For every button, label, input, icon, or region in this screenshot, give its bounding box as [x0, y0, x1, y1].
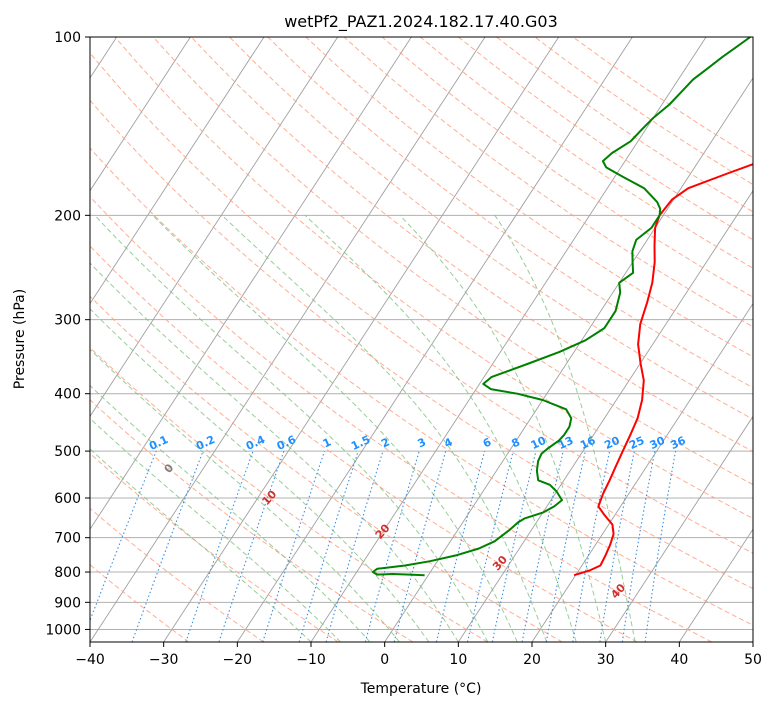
- mixing-ratio-label: 20: [602, 434, 622, 452]
- dry-adiabats: [90, 37, 753, 642]
- moist-adiabat-line: [304, 214, 577, 642]
- axis-ticks: −40 −30 −20 −10 0 10 20 30 40 50 100 200 300 400 500 60…: [45, 30, 762, 668]
- x-tick-label: 30: [597, 652, 615, 668]
- plot-area: 0.10.20.40.611.52346810131620253036-100-…: [90, 37, 753, 642]
- dry-adiabat-line: [90, 195, 712, 642]
- moist-adiabat-line: [494, 215, 636, 642]
- isotherm-line: [531, 302, 753, 642]
- isotherm-line: [605, 415, 753, 642]
- mixing-ratio-line: [218, 450, 285, 642]
- x-tick-label: 50: [744, 652, 762, 668]
- dry-adiabat-line: [90, 295, 563, 642]
- x-tick-label: −30: [149, 652, 179, 668]
- mixing-ratio-label: 16: [578, 434, 598, 452]
- dry-adiabat-line: [152, 37, 753, 486]
- dry-adiabat-line: [90, 99, 753, 590]
- isotherm-line: [90, 37, 265, 305]
- isotherm-line: [90, 37, 339, 418]
- y-axis-label: Pressure (hPa): [12, 289, 28, 389]
- y-tick-label: 500: [54, 444, 81, 460]
- moist-adiabat-line: [94, 214, 489, 642]
- plot-frame: [89, 36, 754, 643]
- moist-adiabat-line: [399, 214, 607, 642]
- moist-adiabat-line: [90, 308, 430, 642]
- dry-adiabat-line: [305, 37, 753, 358]
- x-tick-label: −40: [75, 652, 105, 668]
- mixing-ratio-line: [298, 450, 359, 642]
- isotherm-line: [163, 37, 560, 642]
- moist-adiabat-line: [90, 348, 400, 642]
- mixing-ratio-line: [491, 450, 537, 642]
- isotherm-line: [384, 77, 753, 642]
- moist-adiabat-line: [90, 448, 312, 642]
- x-tick-label: −20: [223, 652, 253, 668]
- mixing-ratio-line: [521, 450, 564, 642]
- sounding-profiles: [371, 37, 753, 577]
- y-tick-label: 800: [54, 565, 81, 581]
- mixing-ratio-line: [364, 450, 420, 642]
- moist-adiabat-line: [152, 214, 518, 642]
- mixing-ratio-line: [466, 450, 514, 642]
- isotherm-line: [236, 37, 633, 642]
- mixing-ratio-line: [185, 450, 254, 642]
- dewpoint-profile-line: [371, 37, 751, 577]
- isotherm-line: [90, 37, 486, 642]
- moist-adiabat-line: [90, 262, 459, 642]
- y-tick-label: 700: [54, 531, 81, 547]
- moist-adiabat-line: [221, 214, 548, 642]
- x-tick-label: 40: [670, 652, 688, 668]
- isotherm-line: [457, 189, 753, 642]
- isotherm-line: [90, 37, 412, 531]
- mixing-ratio-line: [325, 450, 384, 642]
- x-tick-label: 10: [449, 652, 467, 668]
- mixing-ratio-lines: [90, 450, 677, 642]
- dry-adiabat-line: [90, 147, 753, 626]
- x-tick-label: −10: [296, 652, 326, 668]
- mixing-ratio-line: [435, 450, 486, 642]
- y-tick-label: 400: [54, 387, 81, 403]
- mixing-ratio-line: [262, 450, 326, 642]
- mixing-ratio-line: [644, 450, 677, 642]
- dry-adiabat-line: [267, 37, 753, 389]
- mixing-ratio-line: [131, 450, 204, 642]
- isotherm-line: [678, 528, 753, 642]
- y-tick-label: 300: [54, 313, 81, 329]
- isotherm-line: [90, 37, 191, 192]
- mixing-ratio-label: 36: [668, 434, 688, 452]
- chart-title: wetPf2_PAZ1.2024.182.17.40.G03: [284, 12, 558, 32]
- x-tick-label: 20: [523, 652, 541, 668]
- dry-adiabat-line: [90, 346, 488, 642]
- y-tick-label: 200: [54, 208, 81, 224]
- y-tick-label: 900: [54, 595, 81, 611]
- moist-adiabat-line: [90, 384, 371, 642]
- temperature-profile-line: [573, 163, 753, 577]
- x-axis-label: Temperature (°C): [360, 681, 482, 697]
- mixing-ratio-label: 30: [648, 434, 668, 452]
- dry-adiabat-line: [90, 245, 638, 642]
- moist-adiabats: [90, 214, 636, 642]
- y-tick-label: 1000: [45, 622, 81, 638]
- x-tick-label: 0: [380, 652, 389, 668]
- y-tick-label: 600: [54, 491, 81, 507]
- mixing-ratio-label: 10: [529, 434, 549, 452]
- dry-adiabat-line: [90, 507, 264, 642]
- y-tick-label: 100: [54, 30, 81, 46]
- mixing-ratio-label: 25: [627, 434, 646, 452]
- dry-adiabat-line: [114, 37, 753, 520]
- mixing-ratio-line: [90, 450, 157, 623]
